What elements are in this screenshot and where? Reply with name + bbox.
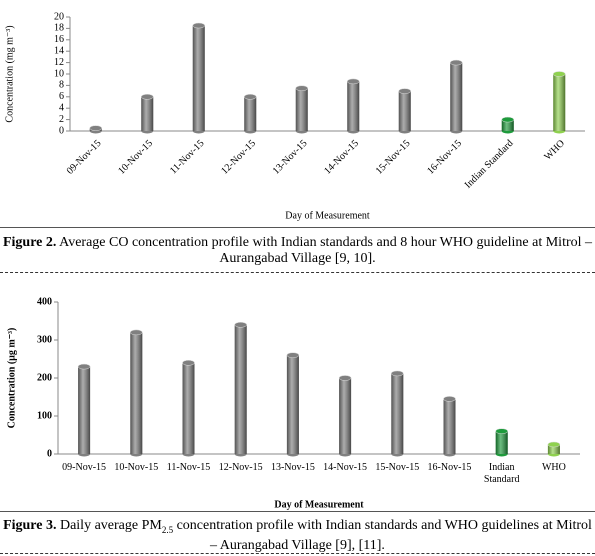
y-tick-label: 14 bbox=[54, 45, 64, 56]
bar-shade bbox=[547, 444, 560, 454]
pm-chart: 0 100 200 300 400 Concentration (µg m⁻³) Day o… bbox=[6, 296, 580, 510]
bar-cap bbox=[89, 125, 102, 131]
y-tick-label: 6 bbox=[59, 91, 64, 102]
bar-shade bbox=[339, 378, 352, 454]
caption: Figure 3. Daily average PM2.5 concentrat… bbox=[0, 518, 595, 554]
bar-cap bbox=[553, 71, 566, 77]
x-tick-label: 15-Nov-15 bbox=[375, 462, 420, 473]
caption-label: Figure 2. bbox=[2, 235, 57, 250]
y-tick-label: 200 bbox=[37, 372, 52, 383]
bar-cap bbox=[443, 396, 456, 402]
bar-shade bbox=[234, 324, 247, 454]
rule bbox=[0, 511, 595, 512]
caption: Figure 2. Average CO concentration profi… bbox=[0, 235, 595, 267]
bar-shade bbox=[495, 431, 508, 454]
bar-cap bbox=[77, 363, 91, 370]
bar-shade bbox=[501, 119, 514, 131]
bar-shade bbox=[192, 25, 205, 131]
bar-shade bbox=[295, 88, 308, 131]
bar-cap bbox=[501, 116, 514, 123]
bar-cap bbox=[347, 78, 360, 85]
rule bbox=[0, 553, 595, 554]
x-tick-label: 14-Nov-15 bbox=[322, 138, 361, 177]
x-tick-label: 14-Nov-15 bbox=[323, 462, 368, 473]
bar-shade bbox=[286, 355, 299, 454]
y-tick-label: 10 bbox=[54, 68, 64, 79]
bar-cap bbox=[192, 22, 205, 29]
bar-cap bbox=[244, 94, 257, 100]
caption-text: Daily average PM bbox=[56, 518, 162, 533]
y-tick-label: 400 bbox=[37, 296, 52, 307]
x-tick-label: 16-Nov-15 bbox=[427, 462, 472, 473]
bar-cap bbox=[398, 88, 411, 94]
bar-cap bbox=[495, 428, 508, 434]
y-axis-label: Concentration (mg m⁻³) bbox=[4, 25, 15, 122]
x-tick-label: 09-Nov-15 bbox=[65, 138, 104, 177]
y-tick-label: 2 bbox=[59, 114, 64, 125]
caption-text: Average CO concentration profile with In… bbox=[56, 235, 593, 266]
bar-shade bbox=[347, 81, 360, 131]
caption-subscript: 2.5 bbox=[161, 524, 174, 535]
bar-cap bbox=[182, 360, 195, 366]
bar-cap bbox=[234, 322, 247, 328]
bar-shade bbox=[130, 332, 143, 454]
y-tick-label: 4 bbox=[59, 102, 64, 113]
x-tick-label: 16-Nov-15 bbox=[425, 138, 464, 177]
rule bbox=[0, 227, 595, 228]
x-tick-label: WHO bbox=[542, 138, 567, 163]
y-tick-label: 12 bbox=[54, 57, 64, 68]
bar-shade bbox=[78, 366, 91, 454]
x-tick-label: Indian Standard bbox=[483, 462, 520, 485]
y-tick-label: 18 bbox=[54, 23, 64, 34]
y-tick-label: 100 bbox=[37, 410, 52, 421]
y-tick-label: 8 bbox=[59, 80, 64, 91]
x-tick-label: 12-Nov-15 bbox=[218, 462, 263, 473]
bar-cap bbox=[547, 441, 561, 448]
bar-shade bbox=[443, 398, 456, 454]
bar-cap bbox=[338, 375, 352, 381]
x-tick-label: 09-Nov-15 bbox=[62, 462, 107, 473]
x-tick-label: 10-Nov-15 bbox=[116, 138, 155, 177]
bar-shade bbox=[553, 74, 566, 131]
bar-shade bbox=[141, 96, 154, 131]
y-tick-label: 0 bbox=[47, 448, 52, 459]
bar-shade bbox=[182, 362, 195, 454]
y-tick-label: 16 bbox=[54, 34, 64, 45]
bar-cap bbox=[286, 352, 300, 358]
bar-cap bbox=[141, 94, 154, 100]
rule bbox=[0, 272, 595, 273]
bar-cap bbox=[391, 370, 404, 377]
y-axis-label: Concentration (µg m⁻³) bbox=[6, 328, 17, 429]
x-axis-label: Day of Measurement bbox=[285, 210, 370, 221]
y-tick-label: 20 bbox=[54, 11, 64, 22]
x-axis-label: Day of Measurement bbox=[274, 499, 364, 510]
caption-label: Figure 3. bbox=[3, 518, 57, 533]
x-tick-label: Indian Standard bbox=[463, 138, 516, 191]
bar-shade bbox=[391, 373, 404, 454]
x-tick-label: 10-Nov-15 bbox=[114, 462, 159, 473]
bar-shade bbox=[398, 91, 411, 131]
y-tick-label: 0 bbox=[59, 125, 64, 136]
x-tick-label: 11-Nov-15 bbox=[166, 462, 211, 473]
bar-shade bbox=[244, 96, 257, 131]
bar-shade bbox=[450, 62, 463, 131]
x-tick-label: 13-Nov-15 bbox=[271, 138, 310, 177]
y-tick-label: 300 bbox=[37, 334, 52, 345]
bar-cap bbox=[450, 59, 463, 66]
x-tick-label: 13-Nov-15 bbox=[270, 462, 315, 473]
x-tick-label: 12-Nov-15 bbox=[219, 138, 258, 177]
bar-cap bbox=[295, 85, 308, 91]
caption-text: concentration profile with Indian standa… bbox=[173, 518, 592, 553]
x-tick-label: WHO bbox=[541, 462, 566, 473]
x-tick-label: 11-Nov-15 bbox=[168, 138, 207, 177]
bar-cap bbox=[130, 329, 143, 336]
x-tick-label: 15-Nov-15 bbox=[374, 138, 413, 177]
